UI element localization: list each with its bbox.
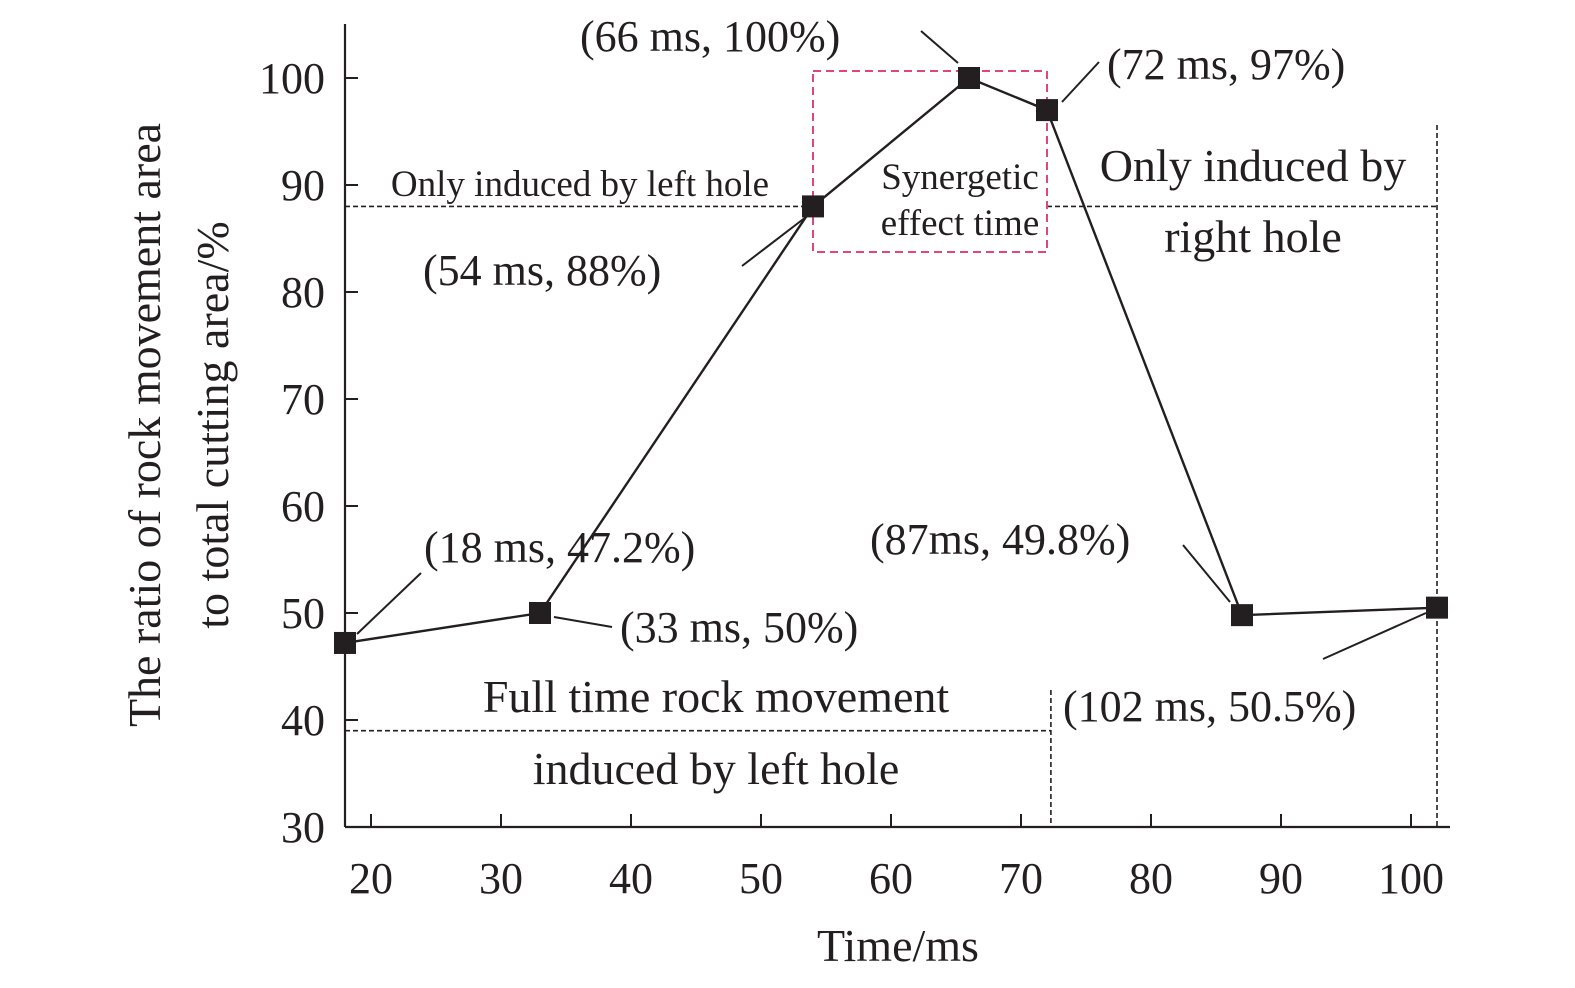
x-tick-label: 100 [1378, 854, 1444, 903]
data-point-marker [1036, 99, 1058, 122]
data-point-marker [1426, 596, 1448, 619]
y-tick-label: 70 [281, 375, 325, 424]
point-label-leader [553, 616, 613, 628]
point-label-leader [1322, 612, 1427, 660]
x-tick-label: 90 [1259, 854, 1303, 903]
x-tick-label: 20 [349, 854, 393, 903]
full-time-label-line2: induced by left hole [533, 743, 900, 794]
y-tick-label: 40 [281, 696, 325, 745]
point-label-leader [1061, 61, 1100, 103]
axes: 30 40 50 60 70 80 90 100 20 30 40 50 60 70 80 90 100 [259, 24, 1450, 903]
y-tick-label: 80 [281, 268, 325, 317]
y-tick-label: 100 [259, 54, 325, 103]
x-axis-title: Time/ms [817, 920, 979, 971]
x-tick-label: 50 [739, 854, 783, 903]
data-series [334, 67, 1448, 654]
point-label: (18 ms, 47.2%) [424, 523, 695, 572]
data-point-marker [802, 195, 824, 218]
point-label-leader [1182, 544, 1231, 603]
data-point-marker [529, 602, 551, 624]
data-point-marker [1231, 604, 1253, 627]
point-label: (66 ms, 100%) [580, 12, 840, 61]
x-tick-label: 60 [869, 854, 913, 903]
data-point-marker [958, 67, 980, 89]
y-axis-title-line1: The ratio of rock movement area [119, 123, 170, 727]
point-label: (102 ms, 50.5%) [1063, 682, 1356, 731]
left-only-label: Only induced by left hole [391, 164, 769, 205]
x-tick-label: 30 [479, 854, 523, 903]
synergetic-effect-box [812, 70, 1048, 253]
right-only-label-line2: right hole [1164, 211, 1342, 262]
synergetic-label-line2: effect time [881, 203, 1040, 244]
point-label-leader [920, 30, 959, 64]
guide-lines [345, 70, 1438, 827]
x-tick-label: 70 [999, 854, 1043, 903]
full-time-label-line1: Full time rock movement [483, 671, 950, 722]
x-tick-label: 40 [609, 854, 653, 903]
y-tick-label: 50 [281, 589, 325, 638]
y-axis-title-line2: to total cutting area/% [187, 221, 238, 628]
y-tick-label: 90 [281, 161, 325, 210]
synergetic-label-line1: Synergetic [881, 157, 1039, 198]
point-label-leader [741, 216, 807, 267]
point-label: (54 ms, 88%) [423, 246, 661, 295]
point-label: (87ms, 49.8%) [870, 515, 1130, 564]
y-tick-label: 30 [281, 803, 325, 852]
data-point-marker [334, 631, 356, 654]
right-only-label-line1: Only induced by [1100, 140, 1407, 191]
x-tick-label: 80 [1129, 854, 1173, 903]
point-label: (72 ms, 97%) [1107, 40, 1345, 89]
label-leader-lines [356, 30, 1427, 660]
point-label-leader [356, 572, 422, 635]
point-label: (33 ms, 50%) [620, 603, 858, 652]
y-tick-label: 60 [281, 482, 325, 531]
